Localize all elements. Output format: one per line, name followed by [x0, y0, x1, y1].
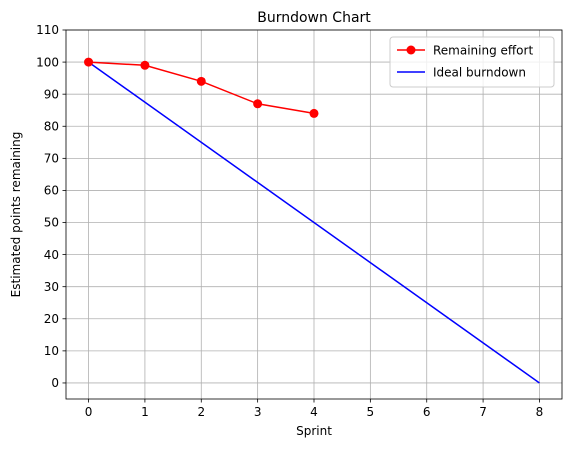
y-tick-label: 60 — [44, 184, 59, 198]
y-tick-label: 30 — [44, 280, 59, 294]
x-tick-label: 1 — [141, 405, 149, 419]
x-tick-label: 8 — [536, 405, 544, 419]
y-tick-label: 90 — [44, 87, 59, 101]
data-point-remaining-effort — [140, 60, 150, 70]
x-tick-label: 5 — [367, 405, 375, 419]
chart-title: Burndown Chart — [257, 10, 371, 26]
ideal-series-layer — [88, 61, 540, 384]
data-point-remaining-effort — [309, 108, 319, 118]
x-tick-label: 7 — [479, 405, 487, 419]
y-tick-label: 50 — [44, 216, 59, 230]
data-point-remaining-effort — [196, 76, 206, 86]
y-tick-label: 110 — [36, 23, 59, 37]
legend: Remaining effort Ideal burndown — [389, 36, 555, 88]
y-tick-label: 40 — [44, 248, 59, 262]
y-tick-label: 10 — [44, 344, 59, 358]
legend-box — [389, 36, 555, 88]
effort-series-layer — [84, 57, 319, 118]
y-axis-label: Estimated points remaining — [9, 132, 23, 298]
legend-marker-remaining-effort — [406, 45, 416, 55]
x-tick-label: 6 — [423, 405, 431, 419]
data-point-remaining-effort — [253, 99, 263, 109]
x-tick-label: 0 — [85, 405, 93, 419]
x-tick-label: 4 — [310, 405, 318, 419]
y-tick-label: 20 — [44, 312, 59, 326]
legend-label-remaining-effort: Remaining effort — [433, 43, 533, 57]
x-tick-label: 2 — [197, 405, 205, 419]
legend-label-ideal-burndown: Ideal burndown — [433, 65, 526, 79]
x-tick-label: 3 — [254, 405, 262, 419]
y-tick-label: 100 — [36, 55, 59, 69]
series-line-ideal-burndown — [88, 61, 540, 384]
y-tick-label: 80 — [44, 119, 59, 133]
y-tick-label: 0 — [51, 376, 59, 390]
y-tick-label: 70 — [44, 152, 59, 166]
x-axis-label: Sprint — [296, 424, 332, 438]
data-point-remaining-effort — [84, 57, 94, 67]
